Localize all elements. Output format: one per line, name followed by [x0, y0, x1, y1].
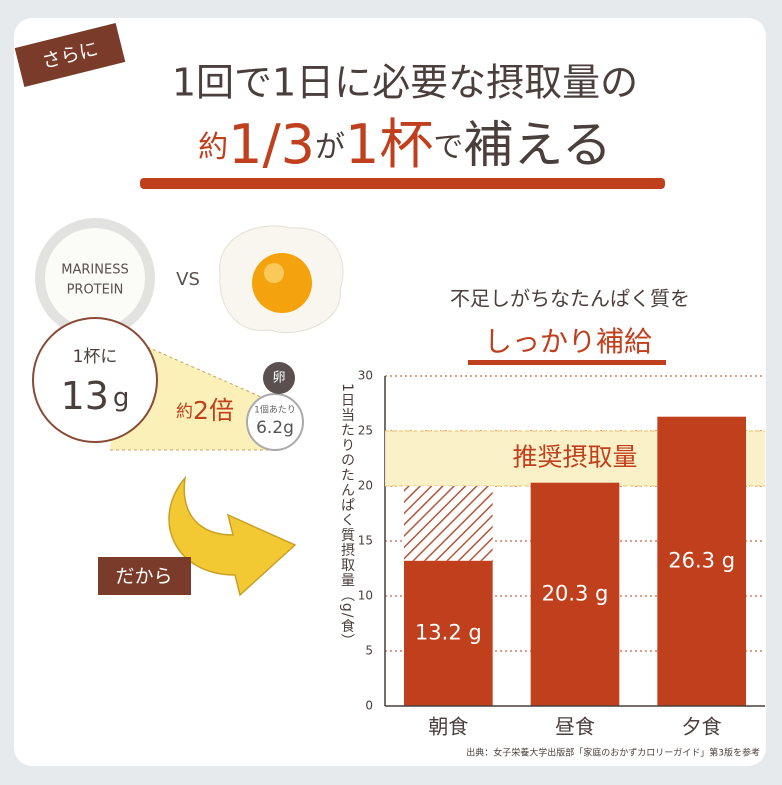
y-tick-label: 25: [358, 424, 373, 438]
shortfall-hatch: [404, 486, 493, 561]
x-tick-label: 夕食: [682, 715, 722, 739]
x-tick-label: 朝食: [428, 715, 468, 739]
egg-amount: 6.2g: [256, 418, 294, 438]
ratio-prefix: 約: [176, 402, 193, 422]
value-label: 26.3 g: [668, 548, 735, 572]
value-label: 20.3 g: [542, 581, 609, 605]
product-name: MARINESS: [61, 263, 128, 278]
y-tick-label: 0: [365, 699, 373, 713]
badge: さらに: [14, 23, 126, 87]
band-label: 推奨摂取量: [512, 443, 637, 472]
headline-line1: 1回で1日に必要な摂取量の: [172, 61, 638, 105]
product-name: PROTEIN: [67, 283, 124, 298]
cta-text: だから: [115, 566, 172, 588]
source: 出典：女子栄養大学出版部「家庭のおかずカロリーガイド」第3版を参考: [466, 747, 760, 759]
y-tick-label: 30: [358, 369, 373, 383]
y-tick-label: 10: [358, 589, 373, 603]
headline-underline: [140, 178, 665, 189]
headline-line2: 約1/3が1杯で補える: [198, 113, 612, 176]
bar: [404, 560, 493, 706]
chart-subtitle: しっかり補給: [484, 325, 652, 358]
value-label: 13.2 g: [415, 620, 482, 644]
plot: 0 5 10 15 20 25 30 朝食 13.2 g 昼食 20.3 g 夕食 26.3 g 推奨摂取…: [358, 369, 765, 739]
per-cup: 1杯に: [73, 347, 118, 367]
headline-part: 補える: [463, 116, 612, 174]
amount-unit: g: [113, 383, 130, 413]
ratio-value: 2倍: [193, 396, 234, 425]
headline-part: が: [315, 130, 345, 165]
ratio: 約2倍: [176, 396, 234, 425]
headline-part: 1杯: [345, 113, 433, 176]
y-tick-label: 5: [365, 644, 373, 658]
headline-part: 1/3: [228, 113, 315, 176]
bar: [530, 482, 620, 706]
headline-part: で: [433, 130, 463, 165]
cta-box: [98, 557, 191, 595]
headline-part: 約: [198, 130, 228, 165]
subtitle-underline: [468, 360, 666, 365]
amount: 13 g: [61, 374, 130, 418]
product-visual: MARINESS PROTEIN VS 1杯に 13 g 約2倍 卵 1個あたり …: [32, 218, 344, 451]
egg-label: 卵: [272, 371, 285, 386]
x-tick-label: 昼食: [555, 715, 595, 739]
y-tick-label: 20: [358, 479, 373, 493]
amount-value: 13: [61, 374, 109, 418]
egg-per: 1個あたり: [254, 404, 296, 416]
bar: [657, 416, 746, 706]
arrow: [168, 475, 297, 597]
y-tick-label: 15: [358, 534, 373, 548]
vs-label: VS: [176, 269, 200, 290]
chart-title: 不足しがちなたんぱく質を: [450, 287, 690, 311]
y-axis-label: 1日当たりのたんぱく質摂取量（g/食）: [339, 383, 355, 649]
